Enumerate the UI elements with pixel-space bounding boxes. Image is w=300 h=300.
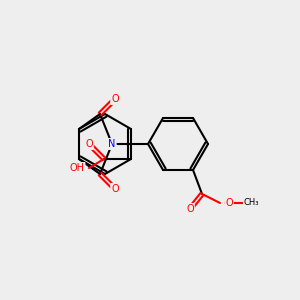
Text: O: O (111, 94, 119, 104)
Text: O: O (225, 198, 233, 208)
Text: N: N (108, 139, 116, 149)
Text: CH₃: CH₃ (244, 199, 259, 208)
Text: O: O (111, 184, 119, 194)
Text: O: O (186, 204, 194, 214)
Text: OH: OH (70, 163, 85, 173)
Text: O: O (85, 139, 93, 149)
